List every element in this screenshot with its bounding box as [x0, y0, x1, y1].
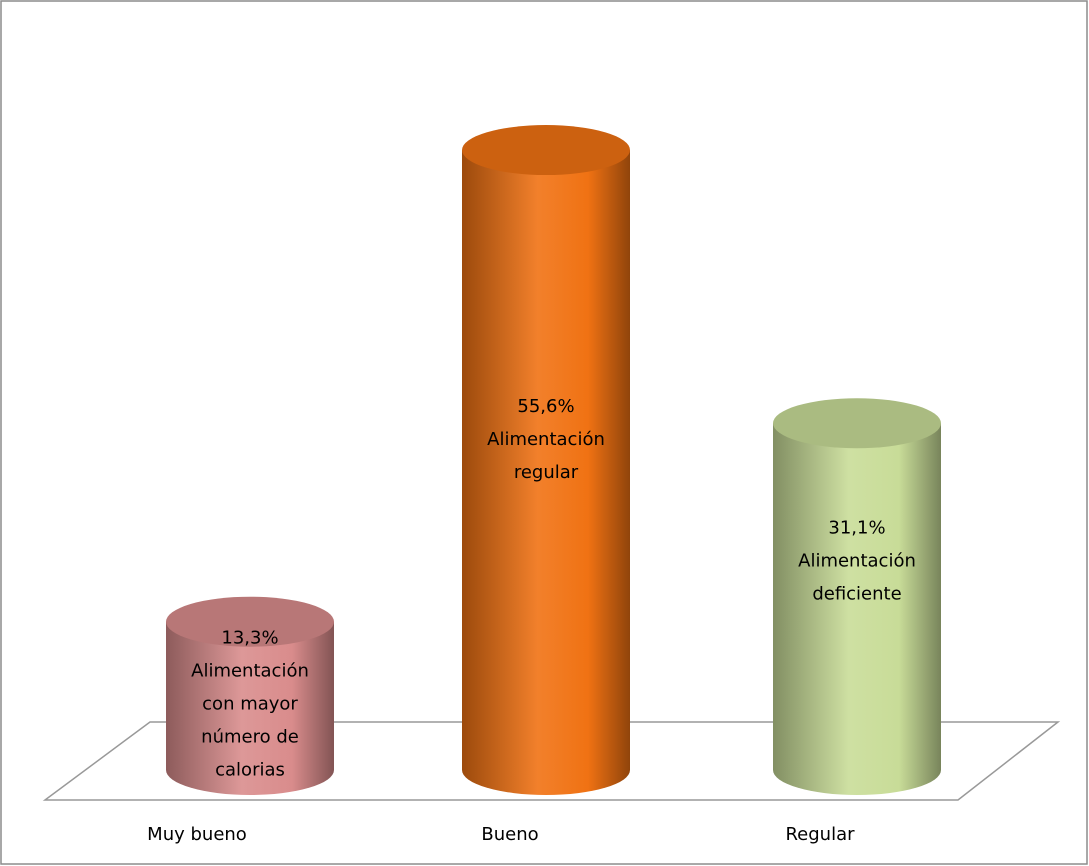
- data-label: 13,3%: [221, 628, 278, 649]
- bar-top: [462, 125, 630, 176]
- data-label: 31,1%: [828, 518, 885, 539]
- bar-top: [773, 398, 941, 449]
- bar: [773, 423, 941, 795]
- data-label-text: Alimentación: [798, 551, 916, 572]
- data-label-text: regular: [514, 462, 579, 483]
- x-tick-label: Bueno: [481, 824, 538, 845]
- x-tick-label: Regular: [785, 824, 855, 845]
- data-label-text: Alimentación: [191, 661, 309, 682]
- data-label-text: calorias: [215, 760, 285, 781]
- data-label-text: número de: [201, 727, 299, 748]
- bar-top: [166, 596, 334, 647]
- x-tick-label: Muy bueno: [147, 824, 247, 845]
- bar: [462, 150, 630, 795]
- data-label: 55,6%: [517, 396, 574, 417]
- data-label-text: deficiente: [812, 584, 901, 605]
- data-label-text: con mayor: [202, 694, 298, 715]
- bar: [166, 621, 334, 795]
- data-label-text: Alimentación: [487, 429, 605, 450]
